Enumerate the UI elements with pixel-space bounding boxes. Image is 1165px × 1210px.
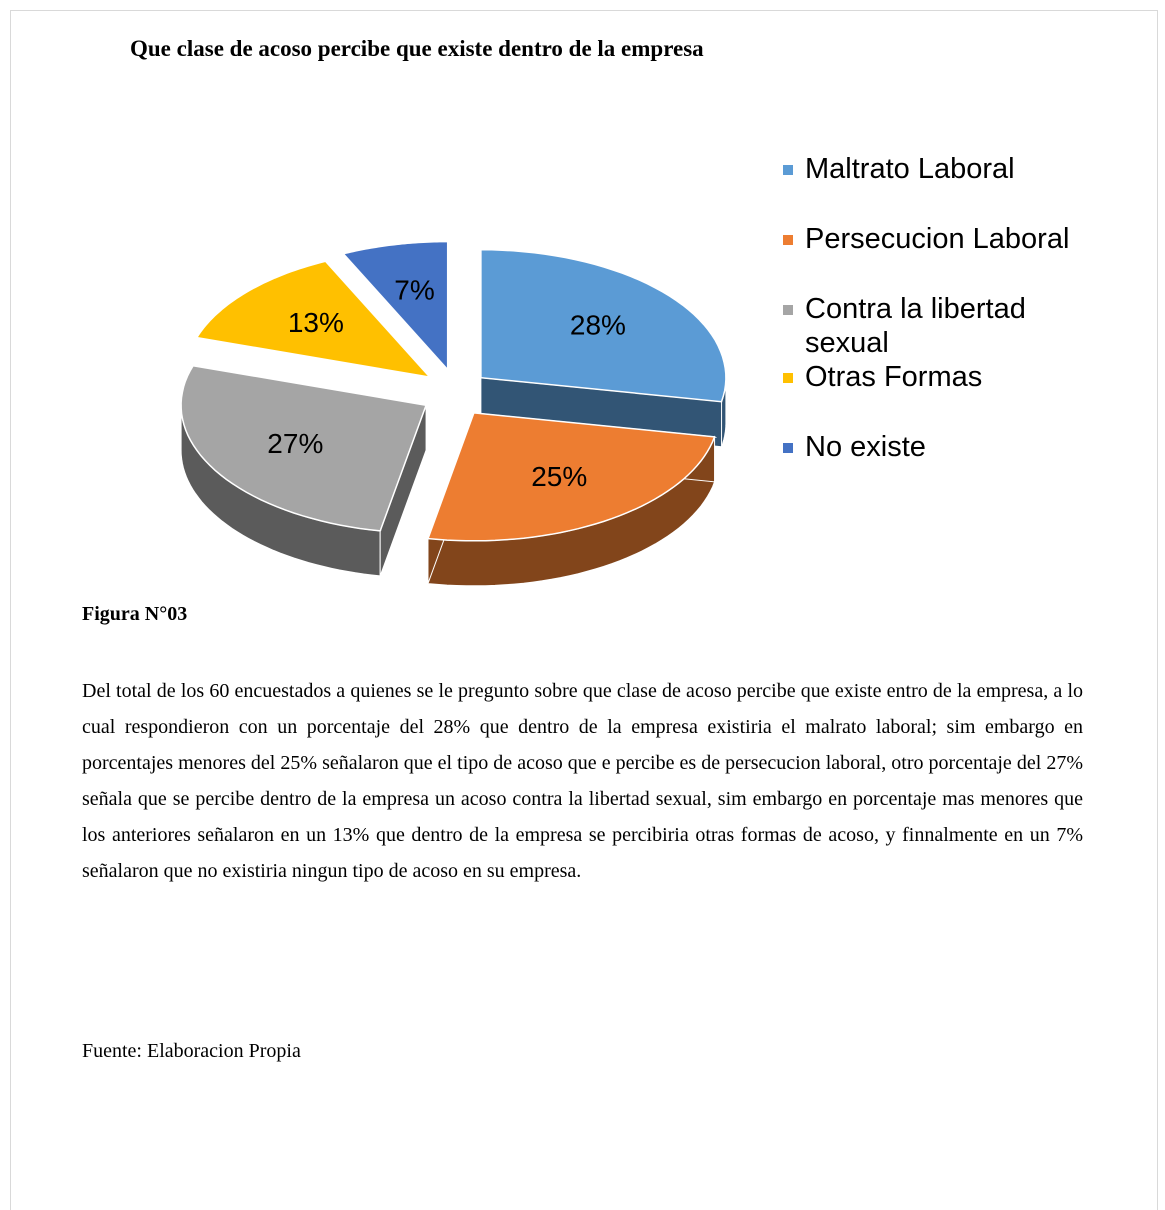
- legend-item: No existe: [783, 430, 1113, 464]
- frame: [10, 10, 1158, 1210]
- legend-swatch: [783, 443, 793, 453]
- tops: 28% 25% 27% 13% 7%: [180, 240, 727, 542]
- chart: 28% 25% 27% 13% 7%: [180, 240, 727, 587]
- source: Fuente: Elaboracion Propia: [82, 1040, 301, 1062]
- data-label: 13%: [288, 307, 344, 338]
- slice: [480, 248, 727, 403]
- slice: [426, 412, 718, 542]
- legend-item: Contra la libertad sexual: [783, 292, 1113, 360]
- data-label: 7%: [394, 275, 434, 306]
- legend: Maltrato Laboral Persecucion Laboral Contr…: [783, 152, 1113, 500]
- legend-item: Maltrato Laboral: [783, 152, 1113, 186]
- data-label: 27%: [267, 428, 323, 459]
- legend-swatch: [783, 235, 793, 245]
- slice: [180, 364, 428, 532]
- slice: [342, 240, 449, 372]
- paragraph: Del total de los 60 encuestados a quiene…: [82, 680, 1083, 882]
- chart-title: Que clase de acoso percibe que existe de…: [130, 36, 704, 61]
- legend-label: Maltrato Laboral: [805, 153, 1015, 185]
- legend-swatch: [783, 305, 793, 315]
- legend-swatch: [783, 165, 793, 175]
- legend-swatch: [783, 373, 793, 383]
- legend-item: Otras Formas: [783, 360, 1113, 394]
- slice: [195, 260, 432, 379]
- legend-label: Otras Formas: [805, 361, 983, 393]
- data-label: 28%: [570, 310, 626, 341]
- data-label: 25%: [531, 461, 587, 492]
- legend-label: Persecucion Laboral: [805, 223, 1070, 255]
- legend-label: Contra la libertad sexual: [805, 293, 1026, 359]
- legend-item: Persecucion Laboral: [783, 222, 1113, 256]
- figure-caption: Figura N°03: [82, 603, 188, 625]
- legend-label: No existe: [805, 431, 926, 463]
